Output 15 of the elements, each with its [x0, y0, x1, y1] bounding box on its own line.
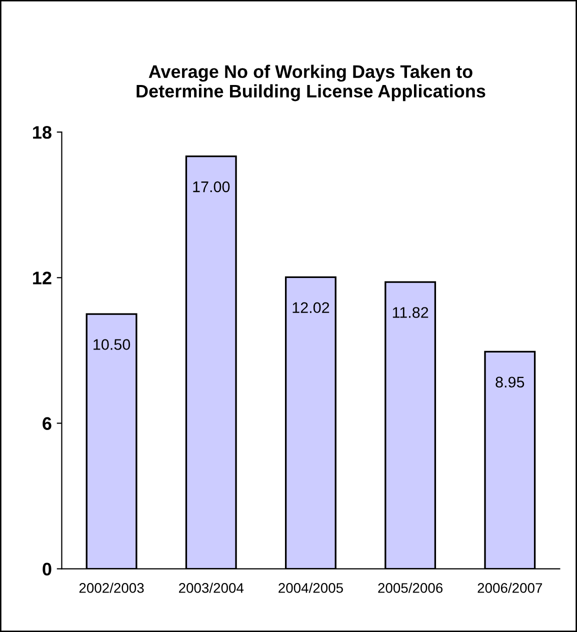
y-tick-label: 0: [42, 562, 52, 576]
x-tick-label: 2006/2007: [478, 582, 542, 593]
y-tick-label: 12: [33, 272, 52, 284]
chart-title: Average No of Working Days Taken to Determine Building License Applications: [136, 64, 486, 102]
data-label: 10.50: [94, 339, 130, 350]
data-label: 11.82: [392, 307, 428, 318]
x-tick-label: 2002/2003: [79, 582, 144, 593]
data-label: 12.02: [292, 302, 330, 314]
data-label: 17.00: [193, 181, 230, 192]
data-label: 8.95: [496, 376, 524, 388]
y-tick-label: 6: [42, 417, 52, 430]
y-tick-label: 18: [33, 126, 52, 139]
x-tick-label: 2005/2006: [378, 582, 443, 593]
x-tick-label: 2004/2005: [278, 582, 343, 593]
x-tick-label: 2003/2004: [179, 582, 244, 593]
